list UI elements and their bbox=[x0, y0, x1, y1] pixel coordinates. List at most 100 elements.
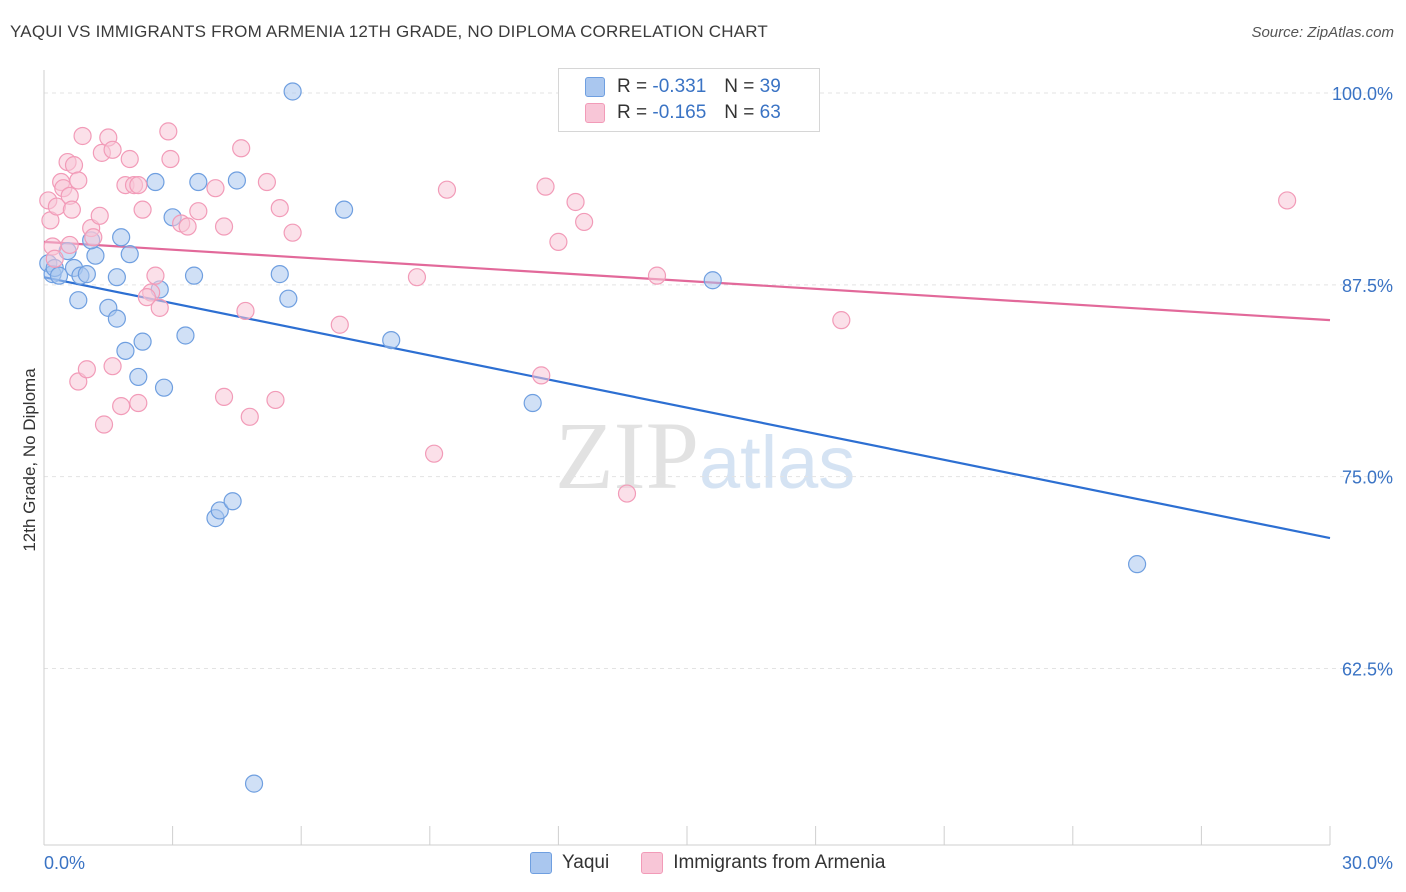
series-legend-yaqui: Yaqui bbox=[530, 852, 609, 874]
legend-row-yaqui: R = -0.331 N = 39 bbox=[585, 75, 781, 99]
armenia-point bbox=[146, 266, 165, 285]
armenia-point bbox=[69, 171, 88, 190]
legend-r-label: R = bbox=[617, 102, 648, 123]
yaqui-point bbox=[49, 266, 69, 285]
y-tick-label: 100.0% bbox=[1332, 84, 1393, 104]
yaqui-point bbox=[382, 330, 401, 350]
armenia-point bbox=[45, 249, 64, 268]
y-tick-label: 75.0% bbox=[1342, 468, 1393, 488]
legend-r-value: -0.331 bbox=[652, 76, 707, 97]
series-swatch-yaqui bbox=[530, 852, 552, 874]
armenia-point bbox=[94, 415, 114, 434]
armenia-point bbox=[232, 139, 251, 158]
yaqui-point bbox=[86, 246, 105, 265]
armenia-point bbox=[161, 149, 180, 169]
armenia-point bbox=[549, 232, 568, 251]
series-name-armenia: Immigrants from Armenia bbox=[673, 852, 886, 873]
armenia-point bbox=[120, 149, 139, 169]
yaqui-point bbox=[523, 393, 542, 413]
yaqui-point bbox=[283, 82, 302, 101]
armenia-point bbox=[270, 199, 289, 218]
y-tick-label: 62.5% bbox=[1342, 660, 1393, 680]
source-label: Source: ZipAtlas.com bbox=[1251, 24, 1394, 41]
armenia-trend-line bbox=[43, 240, 1331, 322]
armenia-point bbox=[159, 122, 178, 141]
trend-lines bbox=[43, 240, 1331, 540]
chart-title: YAQUI VS IMMIGRANTS FROM ARMENIA 12TH GR… bbox=[10, 22, 768, 41]
legend-swatch-armenia bbox=[585, 103, 605, 123]
armenia-point bbox=[189, 202, 208, 221]
legend-r-value: -0.165 bbox=[652, 102, 707, 123]
armenia-point bbox=[647, 266, 667, 285]
armenia-point bbox=[206, 179, 225, 198]
armenia-point bbox=[257, 172, 277, 192]
yaqui-trend-line bbox=[43, 276, 1331, 540]
armenia-point bbox=[832, 311, 851, 330]
yaqui-point bbox=[223, 492, 242, 511]
legend-swatch-yaqui bbox=[585, 77, 605, 97]
armenia-point bbox=[77, 360, 96, 379]
armenia-point bbox=[617, 484, 637, 503]
series-legend-armenia: Immigrants from Armenia bbox=[641, 852, 885, 874]
armenia-point bbox=[69, 372, 88, 391]
armenia-point bbox=[240, 407, 259, 426]
yaqui-point bbox=[120, 245, 139, 264]
yaqui-point bbox=[129, 367, 148, 387]
armenia-point bbox=[129, 393, 148, 413]
y-tick-label: 87.5% bbox=[1342, 276, 1393, 296]
y-axis-label: 12th Grade, No Diploma bbox=[20, 368, 39, 552]
legend-n-value: 63 bbox=[759, 102, 781, 123]
stats-legend: R = -0.331 N = 39 R = -0.165 N = 63 bbox=[558, 68, 820, 132]
armenia-point bbox=[437, 180, 457, 199]
yaqui-point bbox=[154, 378, 174, 397]
yaqui-point bbox=[227, 171, 246, 190]
series-legend: Yaqui Immigrants from Armenia bbox=[530, 852, 917, 874]
yaqui-point bbox=[703, 271, 722, 290]
armenia-point bbox=[84, 228, 103, 247]
armenia-point bbox=[112, 396, 131, 416]
yaqui-point bbox=[189, 172, 208, 192]
yaqui-point bbox=[210, 501, 229, 520]
armenia-point bbox=[214, 217, 234, 236]
yaqui-point bbox=[334, 200, 354, 219]
legend-n-label: N = bbox=[724, 102, 755, 123]
series-name-yaqui: Yaqui bbox=[562, 852, 610, 873]
series-swatch-armenia bbox=[641, 852, 664, 874]
armenia-point bbox=[536, 177, 555, 196]
armenia-point bbox=[73, 126, 92, 146]
x-tick-label: 30.0% bbox=[1342, 853, 1393, 873]
armenia-point bbox=[62, 200, 81, 219]
armenia-point bbox=[407, 268, 427, 287]
armenia-point bbox=[133, 200, 152, 219]
armenia-point bbox=[283, 223, 302, 242]
legend-n-value: 39 bbox=[759, 76, 781, 97]
armenia-point bbox=[103, 357, 122, 376]
armenia-point bbox=[129, 175, 148, 195]
gridlines bbox=[44, 92, 1392, 670]
armenia-point bbox=[330, 315, 349, 334]
watermark-atlas: atlas bbox=[699, 421, 856, 504]
yaqui-point bbox=[244, 774, 264, 793]
armenia-point bbox=[1278, 191, 1297, 210]
yaqui-point bbox=[116, 341, 135, 360]
legend-row-armenia: R = -0.165 N = 63 bbox=[585, 101, 781, 125]
armenia-point bbox=[103, 140, 122, 159]
armenia-point bbox=[236, 301, 255, 321]
yaqui-point bbox=[133, 332, 152, 351]
armenia-point bbox=[424, 444, 444, 463]
yaqui-point bbox=[176, 326, 195, 345]
yaqui-point bbox=[279, 289, 298, 308]
armenia-point bbox=[266, 390, 285, 410]
yaqui-point bbox=[112, 228, 131, 247]
x-tick-label: 0.0% bbox=[44, 853, 85, 873]
armenia-point bbox=[575, 212, 594, 232]
armenia-point bbox=[566, 192, 585, 212]
armenia-point bbox=[214, 387, 234, 406]
yaqui-point bbox=[107, 309, 126, 328]
yaqui-point bbox=[270, 265, 289, 284]
armenia-point bbox=[150, 298, 169, 317]
yaqui-point bbox=[1127, 555, 1147, 574]
yaqui-point bbox=[184, 266, 204, 285]
armenia-point bbox=[64, 156, 84, 175]
